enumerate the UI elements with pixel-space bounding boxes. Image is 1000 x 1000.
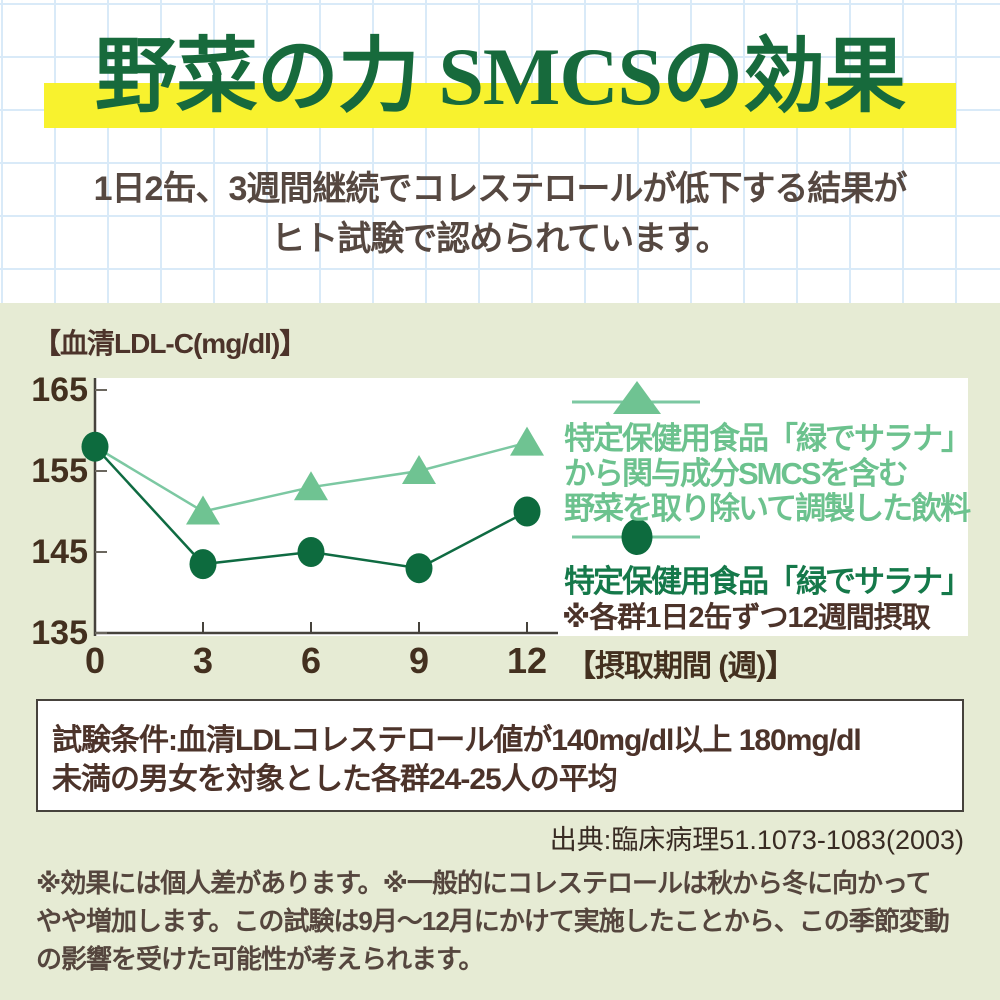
legend-control-line-1: 特定保健用食品「緑でサラナ」: [564, 421, 972, 456]
page-title: 野菜の力 SMCSの効果: [94, 31, 906, 122]
subtitle-line-1: 1日2缶、3週間継続でコレステロールが低下する結果が: [93, 170, 908, 208]
legend-control-line-3: 野菜を取り除いて調製した飲料: [564, 491, 971, 526]
citation-source: 出典:臨床病理51.1073-1083(2003): [549, 825, 964, 855]
disclaimer-line-3: の影響を受けた可能性が考えられます。: [36, 944, 484, 974]
disclaimer-line-2: やや増加します。この試験は9月～12月にかけて実施したことから、この季節変動: [36, 906, 950, 936]
test-condition-box: 試験条件:血清LDLコレステロール値が140mg/dl以上 180mg/dl 未…: [36, 699, 964, 812]
legend-control-line-2: から関与成分SMCSを含む: [564, 456, 909, 491]
header-section: 野菜の力 SMCSの効果 1日2缶、3週間継続でコレステロールが低下する結果が …: [0, 0, 1000, 303]
page-subtitle: 1日2缶、3週間継続でコレステロールが低下する結果が ヒト試験で認められています…: [0, 164, 1000, 264]
x-axis-title: 【摂取期間 (週)】: [566, 650, 795, 683]
disclaimer-line-1: ※効果には個人差があります。※一般的にコレステロールは秋から冬に向かって: [36, 868, 932, 898]
test-condition-line-2: 未満の男女を対象とした各群24-25人の平均: [52, 763, 618, 796]
y-tick-label-135: 135: [31, 614, 88, 652]
test-condition-text: 試験条件:血清LDLコレステロール値が140mg/dl以上 180mg/dl 未…: [52, 721, 862, 799]
x-tick-label-12: 12: [506, 640, 548, 681]
x-tick-label-0: 0: [84, 640, 106, 681]
disclaimer-text: ※効果には個人差があります。※一般的にコレステロールは秋から冬に向かって やや増…: [36, 864, 976, 978]
y-tick-label-155: 155: [31, 452, 88, 490]
legend-control-drink: 特定保健用食品「緑でサラナ」 から関与成分SMCSを含む 野菜を取り除いて調製し…: [564, 421, 972, 526]
test-condition-line-1: 試験条件:血清LDLコレステロール値が140mg/dl以上 180mg/dl: [52, 724, 862, 757]
title-highlight-bar: [44, 83, 956, 128]
x-tick-label-9: 9: [408, 640, 430, 681]
subtitle-line-2: ヒト試験で認められています。: [271, 220, 730, 258]
y-axis-title: 【血清LDL-C(mg/dl)】: [33, 328, 307, 359]
legend-sarana-label: 特定保健用食品「緑でサラナ」: [564, 564, 972, 599]
y-tick-label-145: 145: [31, 533, 88, 571]
legend-dose-note: ※各群1日2缶ずつ12週間摂取: [562, 602, 931, 634]
x-tick-label-3: 3: [192, 640, 214, 681]
x-tick-label-6: 6: [300, 640, 322, 681]
y-tick-label-165: 165: [31, 371, 88, 409]
